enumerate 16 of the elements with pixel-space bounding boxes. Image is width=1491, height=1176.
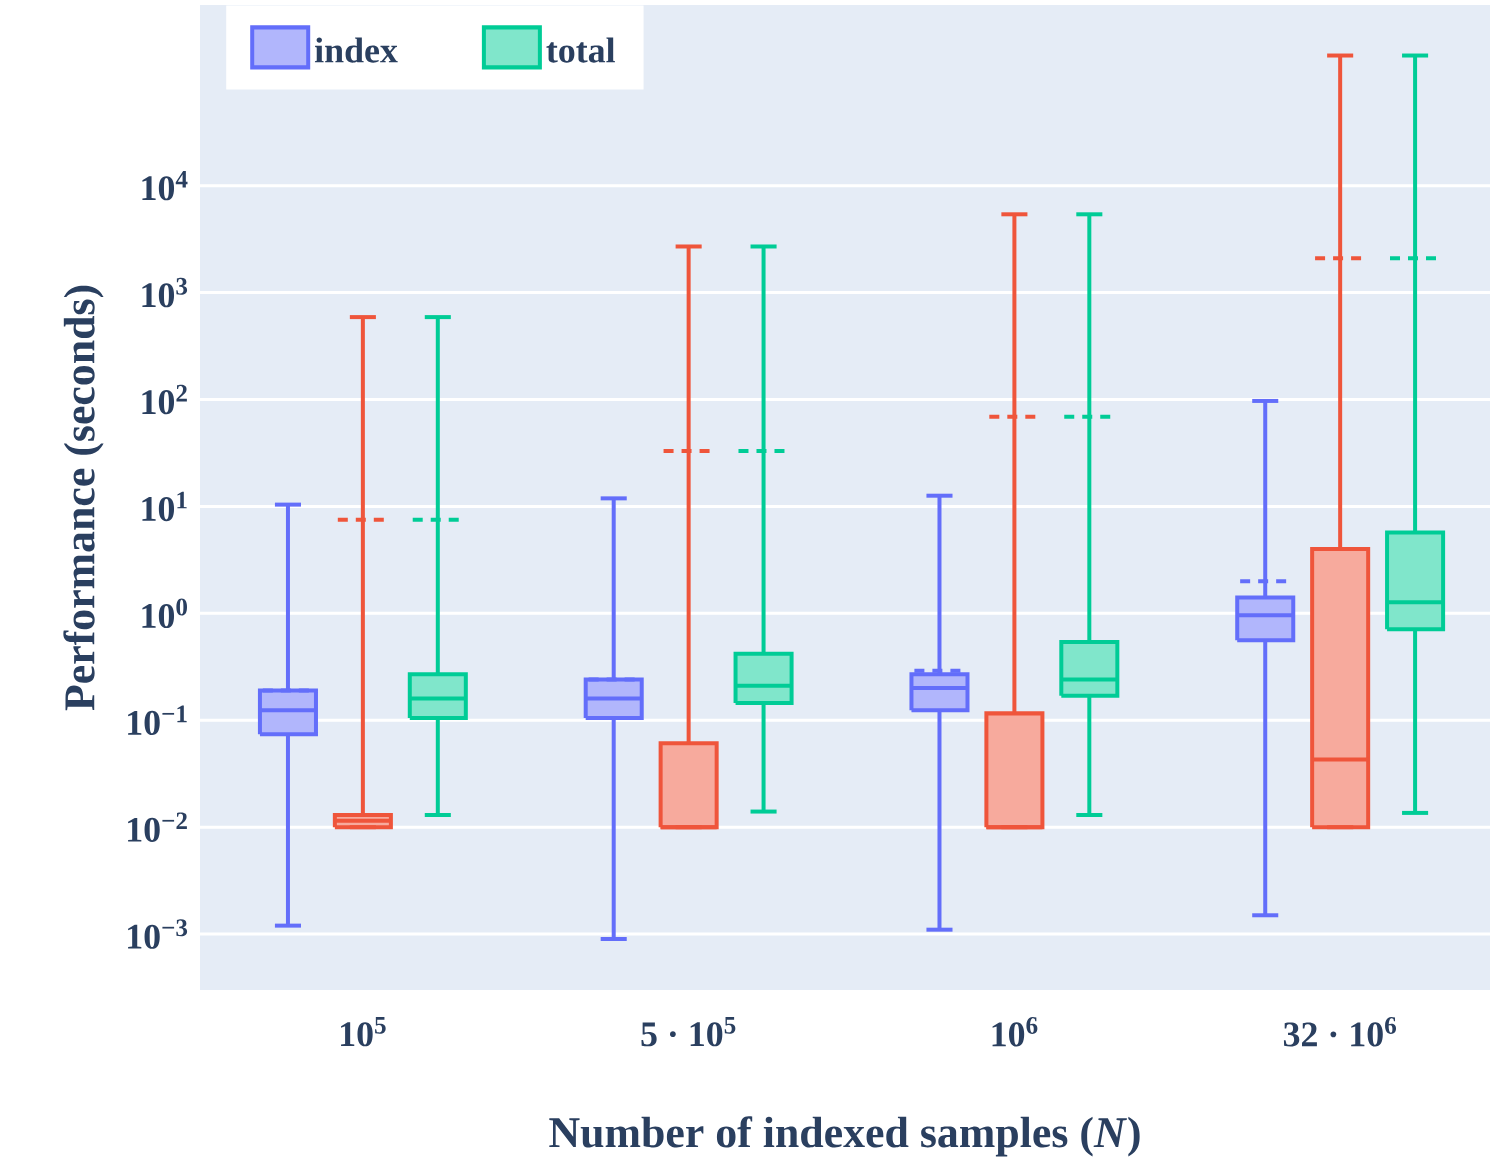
x-tick-label: 10$^{5}$ xyxy=(341,1017,386,1047)
y-tick-label: 10$^{−3}$ xyxy=(128,919,188,949)
y-axis-title: Performance (seconds) xyxy=(63,285,104,711)
y-tick-label: 10$^{−2}$ xyxy=(128,812,187,842)
y-tick-label: 10$^{4}$ xyxy=(142,170,188,201)
legend-label: index xyxy=(314,37,398,63)
y-tick-label: 10$^{2}$ xyxy=(142,384,187,415)
y-tick-label: 10$^{−1}$ xyxy=(128,705,187,735)
y-tick-label: 10$^{1}$ xyxy=(142,491,187,522)
y-tick-label: 10$^{0}$ xyxy=(142,598,187,629)
x-tick-label: 32 · 10$^{6}$ xyxy=(1283,1017,1397,1047)
y-tick-label: 10$^{3}$ xyxy=(142,277,188,308)
x-tick-label: 5 · 10$^{5}$ xyxy=(641,1017,736,1047)
legend-label: total xyxy=(546,37,615,63)
x-tick-label: 10$^{6}$ xyxy=(992,1017,1038,1047)
x-axis-title: Number of indexed samples (N) xyxy=(549,1116,1140,1157)
